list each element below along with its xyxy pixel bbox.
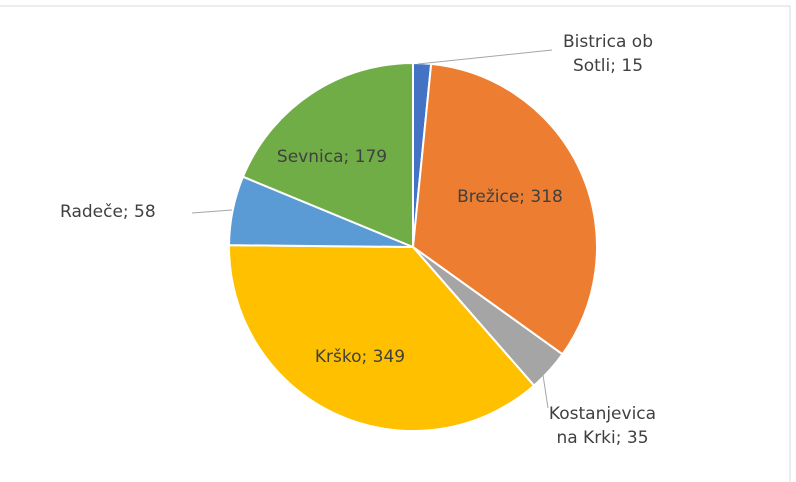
data-label: Radeče; 58	[60, 202, 156, 222]
data-label: Brežice; 318	[457, 187, 563, 207]
data-label: Krško; 349	[314, 347, 406, 367]
pie-slice	[411, 62, 598, 356]
leader-line	[191, 209, 233, 214]
pie-slice	[241, 61, 414, 249]
data-label: Sevnica; 179	[276, 147, 388, 167]
frame	[0, 5, 791, 482]
data-label: Bistrica ob Sotli; 15	[563, 32, 653, 76]
data-label: Kostanjevica na Krki; 35	[548, 404, 657, 448]
pie-slice	[228, 244, 536, 432]
leader-line	[542, 374, 549, 409]
leader-line	[417, 49, 553, 65]
